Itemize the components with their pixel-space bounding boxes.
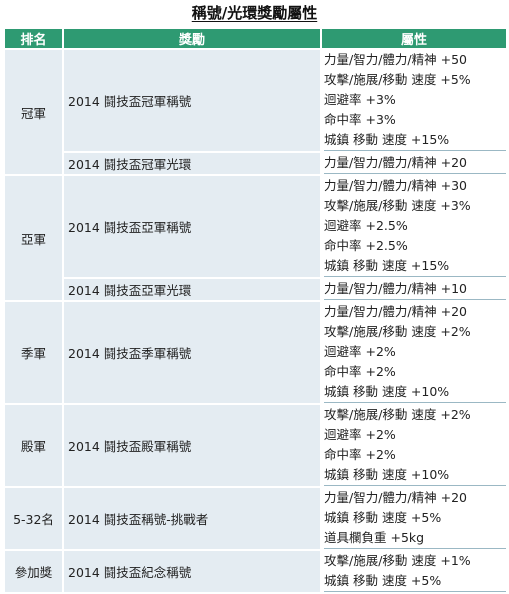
attribute-line: 城鎮 移動 速度 +10% xyxy=(324,382,506,403)
table-row: 5-32名 2014 鬪技盃稱號-挑戰者 力量/智力/體力/精神 +20 城鎮 … xyxy=(5,488,506,549)
table-header-row: 排名 獎勵 屬性 xyxy=(5,29,506,48)
table-row: 殿軍 2014 鬪技盃殿軍稱號 攻擊/施展/移動 速度 +2% 迴避率 +2% … xyxy=(5,405,506,486)
attribute-line: 命中率 +2% xyxy=(324,364,396,379)
attribute-line: 城鎮 移動 速度 +5% xyxy=(324,571,506,592)
table-row: 2014 鬪技盃亞軍光環 力量/智力/體力/精神 +10 xyxy=(5,279,506,300)
attribute-cell: 力量/智力/體力/精神 +50 攻擊/施展/移動 速度 +5% 迴避率 +3% … xyxy=(322,50,506,151)
rank-cell: 殿軍 xyxy=(5,405,62,486)
rank-cell: 冠軍 xyxy=(5,50,62,174)
attribute-cell: 攻擊/施展/移動 速度 +2% 迴避率 +2% 命中率 +2% 城鎮 移動 速度… xyxy=(322,405,506,486)
header-reward: 獎勵 xyxy=(64,29,320,48)
reward-attribute-table: 排名 獎勵 屬性 冠軍 2014 鬪技盃冠軍稱號 力量/智力/體力/精神 +50… xyxy=(3,27,508,594)
attribute-line: 力量/智力/體力/精神 +10 xyxy=(324,279,506,300)
attribute-cell: 力量/智力/體力/精神 +30 攻擊/施展/移動 速度 +3% 迴避率 +2.5… xyxy=(322,176,506,277)
attribute-line: 迴避率 +2% xyxy=(324,427,396,442)
attribute-cell: 攻擊/施展/移動 速度 +1% 城鎮 移動 速度 +5% xyxy=(322,551,506,592)
attribute-line: 迴避率 +2.5% xyxy=(324,218,408,233)
page-title: 稱號/光環獎勵屬性 xyxy=(0,0,509,27)
attribute-line: 城鎮 移動 速度 +15% xyxy=(324,130,506,151)
reward-cell: 2014 鬪技盃季軍稱號 xyxy=(64,302,320,403)
attribute-cell: 力量/智力/體力/精神 +10 xyxy=(322,279,506,300)
table-row: 冠軍 2014 鬪技盃冠軍稱號 力量/智力/體力/精神 +50 攻擊/施展/移動… xyxy=(5,50,506,174)
attribute-line: 迴避率 +3% xyxy=(324,92,396,107)
table-row: 季軍 2014 鬪技盃季軍稱號 力量/智力/體力/精神 +20 攻擊/施展/移動… xyxy=(5,302,506,403)
attribute-line: 攻擊/施展/移動 速度 +2% xyxy=(324,407,471,422)
header-attributes: 屬性 xyxy=(322,29,506,48)
attribute-line: 力量/智力/體力/精神 +50 xyxy=(324,52,467,67)
rank-cell: 亞軍 xyxy=(5,176,62,300)
attribute-line: 城鎮 移動 速度 +15% xyxy=(324,256,506,277)
reward-cell: 2014 鬪技盃冠軍稱號 xyxy=(64,50,320,151)
attribute-line: 城鎮 移動 速度 +10% xyxy=(324,465,506,486)
reward-cell: 2014 鬪技盃稱號-挑戰者 xyxy=(64,488,320,549)
reward-cell: 2014 鬪技盃紀念稱號 xyxy=(64,551,320,592)
rank-cell: 5-32名 xyxy=(5,488,62,549)
reward-cell: 2014 鬪技盃殿軍稱號 xyxy=(64,405,320,486)
attribute-line: 攻擊/施展/移動 速度 +1% xyxy=(324,553,471,568)
rank-cell: 參加獎 xyxy=(5,551,62,592)
attribute-line: 攻擊/施展/移動 速度 +2% xyxy=(324,324,471,339)
reward-cell: 2014 鬪技盃冠軍光環 xyxy=(64,153,320,174)
attribute-line: 攻擊/施展/移動 速度 +5% xyxy=(324,72,471,87)
attribute-line: 城鎮 移動 速度 +5% xyxy=(324,510,442,525)
attribute-line: 攻擊/施展/移動 速度 +3% xyxy=(324,198,471,213)
attribute-line: 命中率 +2% xyxy=(324,447,396,462)
attribute-line: 迴避率 +2% xyxy=(324,344,396,359)
header-rank: 排名 xyxy=(5,29,62,48)
attribute-line: 道具欄負重 +5kg xyxy=(324,528,506,549)
attribute-line: 力量/智力/體力/精神 +20 xyxy=(324,304,467,319)
reward-cell: 2014 鬪技盃亞軍光環 xyxy=(64,279,320,300)
table-row: 參加獎 2014 鬪技盃紀念稱號 攻擊/施展/移動 速度 +1% 城鎮 移動 速… xyxy=(5,551,506,592)
table-row: 亞軍 2014 鬪技盃亞軍稱號 力量/智力/體力/精神 +30 攻擊/施展/移動… xyxy=(5,176,506,300)
attribute-cell: 力量/智力/體力/精神 +20 城鎮 移動 速度 +5% 道具欄負重 +5kg xyxy=(322,488,506,549)
attribute-line: 力量/智力/體力/精神 +20 xyxy=(324,153,506,174)
attribute-line: 力量/智力/體力/精神 +20 xyxy=(324,490,467,505)
rank-cell: 季軍 xyxy=(5,302,62,403)
attribute-line: 命中率 +3% xyxy=(324,112,396,127)
attribute-cell: 力量/智力/體力/精神 +20 xyxy=(322,153,506,174)
attribute-line: 力量/智力/體力/精神 +30 xyxy=(324,178,467,193)
page-title-text: 稱號/光環獎勵屬性 xyxy=(191,4,318,22)
reward-cell: 2014 鬪技盃亞軍稱號 xyxy=(64,176,320,277)
table-row: 2014 鬪技盃冠軍光環 力量/智力/體力/精神 +20 xyxy=(5,153,506,174)
attribute-line: 命中率 +2.5% xyxy=(324,238,408,253)
attribute-cell: 力量/智力/體力/精神 +20 攻擊/施展/移動 速度 +2% 迴避率 +2% … xyxy=(322,302,506,403)
